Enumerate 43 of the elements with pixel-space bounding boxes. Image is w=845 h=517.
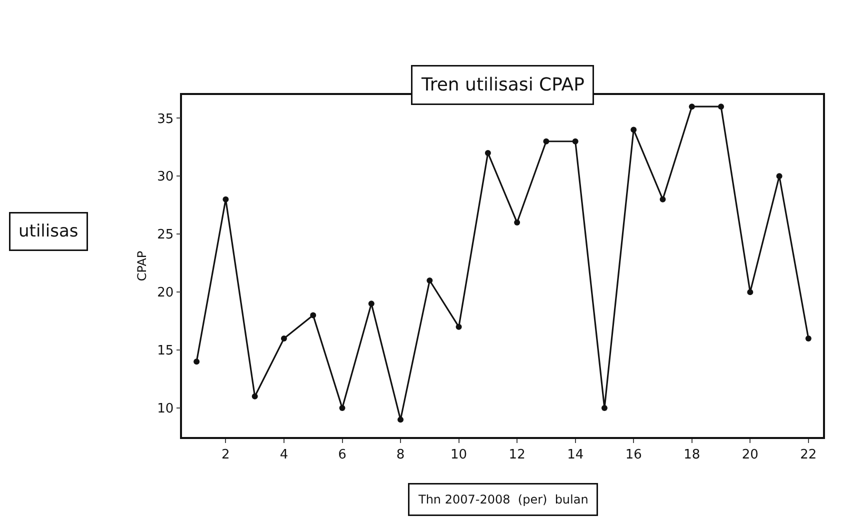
- point: [688, 104, 695, 110]
- point: [660, 196, 666, 202]
- point: [776, 173, 782, 180]
- text: utilisas: [18, 222, 78, 242]
- point: [514, 220, 520, 226]
- y-tick-label: 30: [157, 170, 174, 185]
- y-tick-label: 10: [157, 402, 174, 417]
- y-tick-label: 20: [157, 286, 174, 301]
- x-tick-label: 14: [567, 447, 584, 462]
- point: [222, 196, 229, 202]
- point: [368, 300, 374, 307]
- point: [426, 277, 433, 284]
- y-tick-label: 25: [157, 228, 174, 243]
- point: [456, 324, 462, 330]
- x-tick-label: 6: [338, 447, 346, 462]
- x-tick-label: 2: [222, 447, 230, 462]
- point: [572, 138, 578, 144]
- point: [398, 416, 404, 423]
- point: [630, 126, 637, 133]
- chart-title: Tren utilisasi CPAP: [420, 74, 585, 96]
- y-tick-label: 35: [157, 112, 174, 127]
- x-tick-label: 8: [396, 447, 405, 462]
- point: [194, 358, 200, 365]
- point: [280, 335, 287, 342]
- point: [484, 150, 491, 156]
- point: [718, 104, 724, 110]
- y-axis-title: CPAP: [134, 250, 149, 282]
- x-tick-label: 16: [625, 447, 642, 462]
- point: [310, 312, 316, 318]
- x-tick-label: 12: [508, 447, 526, 462]
- x-tick-label: 20: [742, 447, 758, 462]
- point: [252, 393, 258, 400]
- x-tick-label: 10: [450, 447, 468, 462]
- point: [543, 138, 550, 144]
- point: [339, 405, 346, 412]
- x-tick-label: 4: [280, 447, 288, 462]
- point: [747, 289, 754, 296]
- point: [805, 335, 812, 342]
- point: [601, 405, 608, 412]
- x-tick-label: 18: [684, 447, 700, 462]
- x-tick-label: 22: [800, 447, 817, 462]
- x-axis-title: Thn 2007-2008 (per) bulan: [418, 492, 588, 506]
- y-tick-label: 15: [157, 344, 174, 359]
